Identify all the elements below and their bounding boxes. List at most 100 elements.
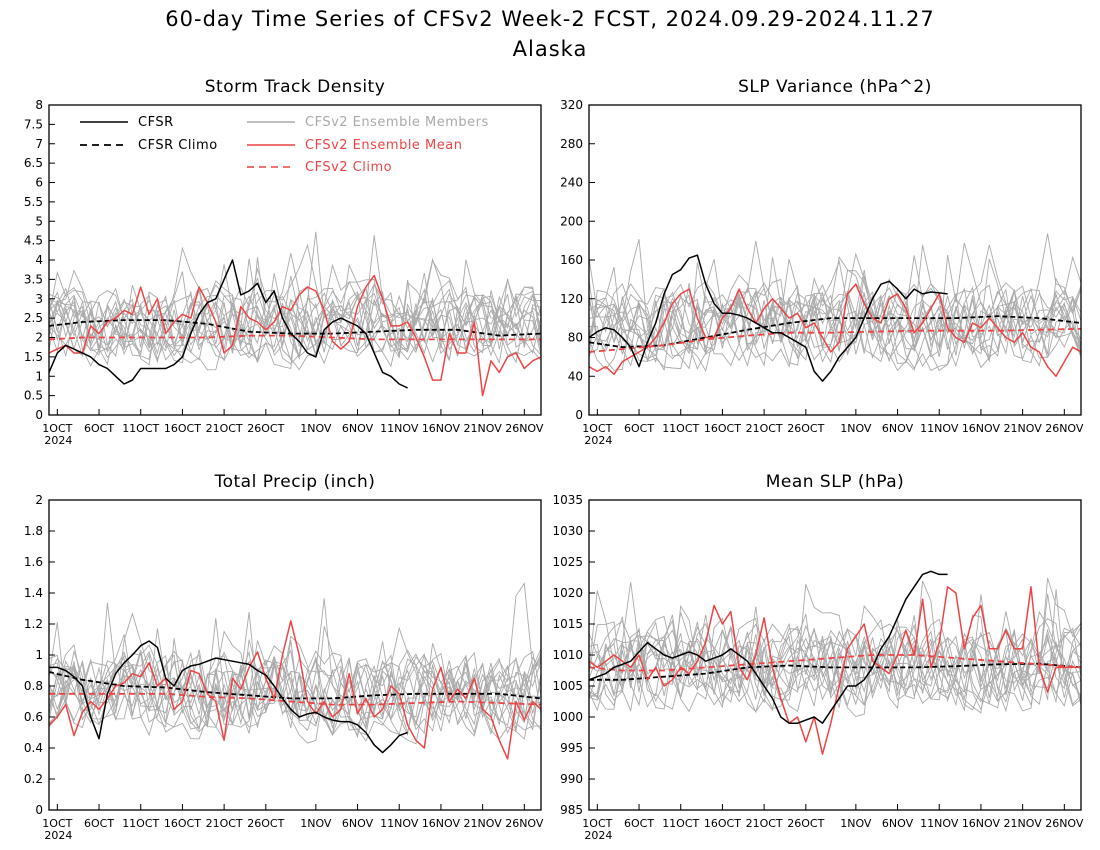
y-tick-label: 990 xyxy=(560,772,583,786)
y-tick-label: 985 xyxy=(560,803,583,817)
panel-title: SLP Variance (hPa^2) xyxy=(738,77,932,97)
x-tick-label: 11OCT xyxy=(122,817,159,830)
y-tick-label: 1015 xyxy=(552,617,583,631)
x-tick-year-label: 2024 xyxy=(584,434,612,447)
y-tick-label: 0.8 xyxy=(24,679,43,693)
x-tick-label: 26OCT xyxy=(247,817,284,830)
x-tick-label: 16OCT xyxy=(164,817,201,830)
figure-title: 60-day Time Series of CFSv2 Week-2 FCST,… xyxy=(165,7,934,31)
series-line-cfsv2-ensemble-mean xyxy=(49,620,541,760)
y-tick-label: 7 xyxy=(35,137,43,151)
ensemble-member-line xyxy=(589,294,1081,372)
x-tick-label: 6NOV xyxy=(882,422,914,435)
panel-title: Total Precip (inch) xyxy=(214,472,376,492)
y-tick-label: 1020 xyxy=(552,586,583,600)
panel-total-precip: Total Precip (inch) 0 0.2 0.4 0.6 0.8 1 1.2 1.4… xyxy=(24,472,544,842)
panel-title: Mean SLP (hPa) xyxy=(766,472,905,492)
y-tick-label: 0.2 xyxy=(24,772,43,786)
x-tick-year-label: 2024 xyxy=(44,434,72,447)
series-line-cfsr xyxy=(49,259,408,389)
ensemble-members xyxy=(49,231,541,371)
panel-slp-variance: SLP Variance (hPa^2) 0 40 80 120 160 200 240 28… xyxy=(560,77,1084,447)
y-tick-label: 1.6 xyxy=(24,555,43,569)
main-series xyxy=(49,620,541,760)
x-tick-label: 26OCT xyxy=(787,422,824,435)
x-tick-label: 1OCT xyxy=(42,817,72,830)
x-tick-label: 16NOV xyxy=(422,817,461,830)
ensemble-member-line xyxy=(589,276,1081,369)
series-line-cfsv2-climo xyxy=(49,692,541,706)
ensemble-member-line xyxy=(589,259,1081,360)
main-series xyxy=(589,570,1081,755)
y-tick-label: 1000 xyxy=(552,710,583,724)
ensemble-member-line xyxy=(49,271,541,365)
x-tick-label: 1NOV xyxy=(840,422,872,435)
ensemble-member-line xyxy=(49,243,541,367)
y-tick-label: 2.5 xyxy=(24,311,43,325)
y-tick-label: 240 xyxy=(560,176,583,190)
x-tick-label: 11OCT xyxy=(662,817,699,830)
series-line-cfsr-climo xyxy=(49,671,541,700)
x-tick-label: 21OCT xyxy=(746,422,783,435)
ensemble-member-line xyxy=(49,253,541,366)
y-tick-label: 6 xyxy=(35,176,43,190)
ensemble-member-line xyxy=(589,239,1081,367)
ensemble-member-line xyxy=(589,244,1081,364)
x-tick-year-label: 2024 xyxy=(584,829,612,842)
ensemble-member-line xyxy=(49,640,541,737)
y-tick-label: 7.5 xyxy=(24,117,43,131)
x-tick-label: 6NOV xyxy=(342,422,374,435)
y-tick-label: 1.8 xyxy=(24,524,43,538)
y-tick-label: 40 xyxy=(568,369,583,383)
series-line-cfsr xyxy=(49,640,408,754)
x-tick-label: 11NOV xyxy=(380,422,419,435)
y-tick-label: 1 xyxy=(35,648,43,662)
legend-label-cfsr-climo: CFSR Climo xyxy=(138,138,218,153)
panel-title: Storm Track Density xyxy=(205,77,386,97)
series-line-cfsv2-climo xyxy=(589,327,1081,353)
y-tick-label: 5 xyxy=(35,214,43,228)
x-tick-label: 21NOV xyxy=(464,817,503,830)
y-tick-label: 80 xyxy=(568,331,583,345)
x-tick-label: 21OCT xyxy=(206,817,243,830)
x-tick-label: 26OCT xyxy=(787,817,824,830)
series-line-cfsr xyxy=(589,254,948,382)
y-tick-label: 2 xyxy=(35,331,43,345)
y-tick-label: 5.5 xyxy=(24,195,43,209)
x-tick-label: 16OCT xyxy=(704,422,741,435)
x-tick-label: 26NOV xyxy=(505,422,544,435)
y-tick-label: 0 xyxy=(35,408,43,422)
x-tick-label: 1NOV xyxy=(840,817,872,830)
x-tick-label: 21OCT xyxy=(206,422,243,435)
series-line-cfsv2-climo xyxy=(49,334,541,341)
ensemble-member-line xyxy=(589,614,1081,707)
x-tick-label: 16OCT xyxy=(164,422,201,435)
ensemble-member-line xyxy=(49,235,541,369)
x-tick-label: 6OCT xyxy=(624,817,654,830)
legend: CFSR CFSR Climo CFSv2 Ensemble Members C… xyxy=(80,115,489,175)
y-tick-label: 1.5 xyxy=(24,350,43,364)
x-tick-label: 16NOV xyxy=(962,422,1001,435)
ensemble-member-line xyxy=(589,283,1081,364)
x-tick-label: 26OCT xyxy=(247,422,284,435)
y-tick-label: 3.5 xyxy=(24,272,43,286)
y-tick-label: 0 xyxy=(35,803,43,817)
main-series xyxy=(589,254,1081,382)
ensemble-member-line xyxy=(589,581,1081,712)
legend-label-mean: CFSv2 Ensemble Mean xyxy=(305,138,462,153)
ensemble-members xyxy=(589,233,1081,372)
x-tick-label: 6OCT xyxy=(84,817,114,830)
ensemble-member-line xyxy=(589,620,1081,707)
y-tick-label: 1030 xyxy=(552,524,583,538)
x-tick-label: 11NOV xyxy=(380,817,419,830)
x-tick-label: 11NOV xyxy=(920,422,959,435)
x-tick-label: 1NOV xyxy=(300,817,332,830)
legend-label-members: CFSv2 Ensemble Members xyxy=(305,115,489,130)
ensemble-member-line xyxy=(589,621,1081,706)
x-tick-label: 6OCT xyxy=(624,422,654,435)
panel-mean-slp: Mean SLP (hPa) 985 990 995 1000 1005 1010 1015… xyxy=(552,472,1083,842)
y-tick-label: 0.4 xyxy=(24,741,43,755)
ensemble-member-line xyxy=(589,252,1081,370)
y-tick-label: 160 xyxy=(560,253,583,267)
